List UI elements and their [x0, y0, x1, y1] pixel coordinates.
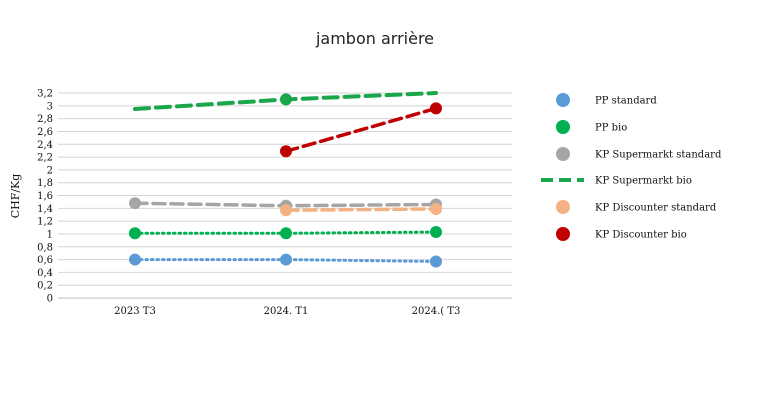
data-point: [430, 202, 442, 215]
y-tick-label: 1,2: [37, 217, 53, 228]
y-tick-label: 2,6: [37, 127, 53, 138]
y-tick-label: 0,4: [37, 268, 53, 279]
legend-item: KP Discounter standard: [556, 200, 717, 214]
data-point: [430, 102, 442, 115]
data-point: [280, 145, 292, 158]
x-axis-ticks: 2023 T3 2024. T1 2024.( T3: [114, 306, 460, 317]
legend-label: KP Supermarkt standard: [595, 150, 722, 161]
legend-label: KP Supermarkt bio: [595, 176, 692, 187]
legend-item: PP standard: [556, 93, 657, 107]
data-point: [280, 227, 292, 240]
legend-dot-marker: [556, 200, 570, 214]
y-tick-label: 0,6: [37, 255, 53, 266]
data-point: [280, 93, 292, 106]
y-tick-label: 3: [47, 101, 53, 112]
y-tick-label: 1,4: [37, 204, 53, 215]
series-layer: [129, 91, 442, 268]
legend-label: PP standard: [595, 96, 657, 107]
series-pp-bio: [129, 226, 442, 240]
data-point: [280, 204, 292, 217]
y-tick-label: 0,2: [37, 281, 53, 292]
legend-label: KP Discounter standard: [595, 203, 717, 214]
y-tick-label: 2,4: [37, 140, 53, 151]
y-tick-label: 2: [47, 165, 53, 176]
x-tick-label: 2023 T3: [114, 306, 156, 317]
legend-dot-marker: [556, 147, 570, 161]
legend-item: PP bio: [556, 120, 627, 134]
series-pp-standard: [129, 253, 442, 268]
y-axis-ticks: 0 0,2 0,4 0,6 0,8 11,2 1,4 1,6 1,8 22,2 2,4 2,6 2,8 3…: [37, 89, 53, 305]
legend-dot-marker: [556, 93, 570, 107]
legend-item: KP Supermarkt bio: [541, 176, 692, 187]
grid-lines: [58, 92, 512, 299]
series-kp-discounter-bio: [280, 102, 442, 158]
legend: PP standard PP bio KP Supermarkt standard K…: [541, 93, 722, 241]
data-point: [280, 253, 292, 266]
legend-label: KP Discounter bio: [595, 230, 687, 241]
chart-title: jambon arrière: [315, 29, 434, 48]
series-kp-discounter-standard: [280, 202, 442, 217]
y-tick-label: 2,8: [37, 114, 53, 125]
legend-label: PP bio: [595, 123, 627, 134]
y-tick-label: 0,8: [37, 242, 53, 253]
y-axis-label: CHF/Kg: [9, 174, 22, 219]
x-tick-label: 2024.( T3: [412, 306, 461, 317]
series-line: [284, 207, 438, 212]
data-point: [430, 255, 442, 268]
legend-dot-marker: [556, 120, 570, 134]
y-tick-label: 2,2: [37, 153, 53, 164]
x-tick-label: 2024. T1: [264, 306, 309, 317]
data-point: [129, 227, 141, 240]
series-kp-supermarkt-bio: [133, 91, 438, 112]
y-tick-label: 1,8: [37, 178, 53, 189]
y-tick-label: 1: [47, 229, 53, 240]
data-point: [430, 226, 442, 239]
data-point: [129, 197, 141, 210]
y-tick-label: 1,6: [37, 191, 53, 202]
data-point: [129, 253, 141, 266]
legend-item: KP Supermarkt standard: [556, 147, 722, 161]
y-tick-label: 0: [47, 294, 53, 305]
legend-dot-marker: [556, 227, 570, 241]
y-tick-label: 3,2: [37, 89, 53, 100]
legend-item: KP Discounter bio: [556, 227, 687, 241]
series-line: [284, 106, 438, 154]
